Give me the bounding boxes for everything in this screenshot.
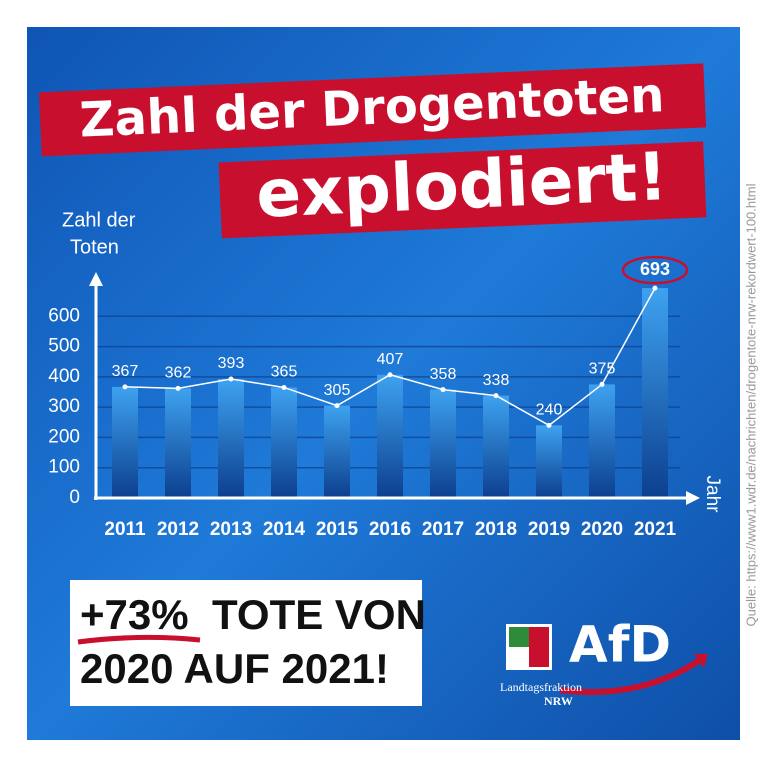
x-tick-label: 2017: [422, 519, 464, 540]
bar: [430, 389, 456, 498]
bar: [642, 288, 668, 498]
point: [122, 384, 128, 390]
point: [281, 384, 287, 390]
data-label: 358: [430, 366, 457, 383]
x-tick-label: 2013: [210, 519, 252, 540]
data-label: 693: [640, 259, 670, 279]
logo-emblem-part: [509, 627, 529, 647]
logo-region: NRW: [544, 694, 573, 708]
point: [334, 403, 340, 409]
logo-emblem-part: [529, 627, 549, 667]
point: [175, 385, 181, 391]
bar: [589, 384, 615, 498]
logo-swoosh: [559, 657, 702, 695]
data-label: 367: [112, 363, 139, 380]
bar: [218, 378, 244, 498]
x-tick-label: 2014: [263, 519, 306, 540]
data-label: 365: [271, 364, 298, 381]
y-tick-label: 100: [48, 457, 80, 478]
data-label: 362: [165, 365, 192, 382]
title-banner-2: explodiert!: [218, 138, 707, 239]
x-tick-label: 2021: [634, 519, 677, 540]
point: [599, 381, 605, 387]
banner: [38, 63, 707, 157]
callout-text: TOTE VON: [212, 591, 426, 638]
point: [652, 285, 658, 291]
y-tick-label: 500: [48, 336, 80, 357]
title-line: explodiert!: [255, 138, 669, 233]
data-label: 240: [536, 402, 563, 419]
bar: [536, 425, 562, 498]
source: Quelle: https://www1.wdr.de/nachrichten/…: [743, 183, 758, 626]
y-tick-label: 600: [48, 305, 80, 326]
y-tick-label: 400: [48, 366, 80, 387]
bar: [112, 386, 138, 498]
underline: [77, 634, 201, 645]
point: [228, 376, 234, 382]
x-tick-label: 2016: [369, 519, 411, 540]
point: [493, 393, 499, 399]
callout-box: [70, 580, 422, 706]
banner: [218, 141, 707, 239]
title-banner-1: Zahl der Drogentoten: [38, 63, 707, 157]
x-tick-label: 2019: [528, 519, 570, 540]
x-axis-label: Jahr: [702, 476, 723, 514]
y-axis-arrow: [89, 272, 103, 286]
bar: [165, 388, 191, 498]
data-label: 407: [377, 351, 404, 368]
data-label: 305: [324, 382, 351, 399]
y-axis-label: Toten: [70, 236, 119, 258]
point: [440, 387, 446, 393]
bar: [377, 374, 403, 498]
data-label: 393: [218, 355, 245, 372]
logo-sub: Landtagsfraktion: [500, 680, 582, 694]
x-tick-label: 2011: [104, 519, 146, 540]
x-tick-label: 2012: [157, 519, 199, 540]
chart: 0 100 200 300 400 500 600 Zahl der Toten Jahr 2011…: [48, 209, 723, 540]
highlight-ring: [621, 255, 689, 285]
x-tick-label: 2015: [316, 519, 359, 540]
callout-text: 2020 AUF 2021!: [80, 645, 389, 692]
point: [546, 422, 552, 428]
bar: [324, 405, 350, 498]
logo-arrow: [694, 654, 708, 668]
y-axis-label: Zahl der: [62, 209, 136, 231]
bar: [483, 395, 509, 498]
y-tick-label: 200: [48, 426, 80, 447]
x-tick-label: 2018: [475, 519, 517, 540]
point: [387, 372, 393, 378]
bar: [271, 387, 297, 498]
x-axis-arrow: [686, 491, 700, 505]
x-tick-label: 2020: [581, 519, 623, 540]
callout-highlight: +73%: [80, 591, 189, 638]
logo-name: AfD: [569, 616, 671, 674]
y-tick-label: 300: [48, 396, 80, 417]
data-label: 338: [483, 372, 510, 389]
data-label: 375: [589, 361, 616, 378]
y-tick-label: 0: [69, 487, 80, 508]
